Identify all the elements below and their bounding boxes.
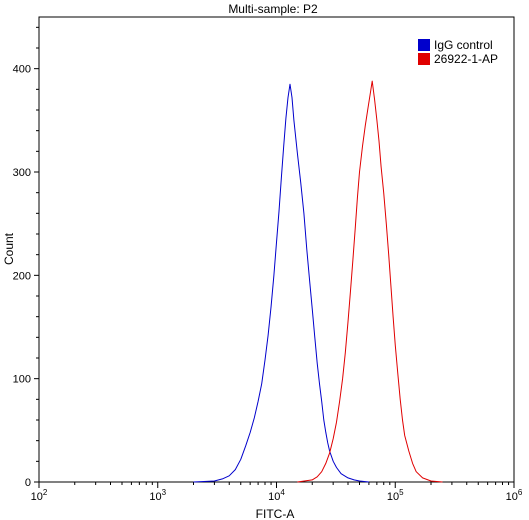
series-line-1 [193, 83, 369, 483]
series-line-2 [297, 80, 443, 483]
chart-title: Multi-sample: P2 [228, 2, 318, 16]
y-tick-label: 0 [25, 477, 31, 489]
y-axis-label: Count [2, 232, 16, 265]
x-tick-exponent: 3 [162, 488, 167, 497]
x-tick-exponent: 4 [280, 488, 285, 497]
legend-label: 26922-1-AP [434, 52, 498, 66]
x-tick-base: 10 [31, 491, 43, 503]
series-layer [193, 80, 443, 483]
x-tick-base: 10 [149, 491, 161, 503]
x-tick-label: 103 [149, 488, 166, 503]
x-tick-label: 104 [268, 488, 285, 503]
x-tick-exponent: 5 [399, 488, 404, 497]
x-tick-base: 10 [268, 491, 280, 503]
x-axis-ticks: 102 103 104 105 106 [31, 482, 523, 503]
x-tick-base: 10 [387, 491, 399, 503]
legend-swatch [418, 39, 430, 51]
y-tick-label: 300 [13, 167, 31, 179]
x-tick-exponent: 6 [518, 488, 523, 497]
y-tick-label: 100 [13, 374, 31, 386]
legend-label: IgG control [434, 38, 493, 52]
x-tick-label: 105 [387, 488, 404, 503]
x-tick-label: 106 [506, 488, 523, 503]
y-tick-label: 200 [13, 270, 31, 282]
y-axis-ticks: 0 100 200 300 400 [13, 26, 39, 489]
x-tick-base: 10 [506, 491, 518, 503]
x-tick-label: 102 [31, 488, 48, 503]
y-tick-label: 400 [13, 64, 31, 76]
legend-swatch [418, 53, 430, 65]
x-axis-label: FITC-A [256, 507, 295, 520]
x-tick-exponent: 2 [43, 488, 48, 497]
plot-frame [38, 16, 515, 483]
